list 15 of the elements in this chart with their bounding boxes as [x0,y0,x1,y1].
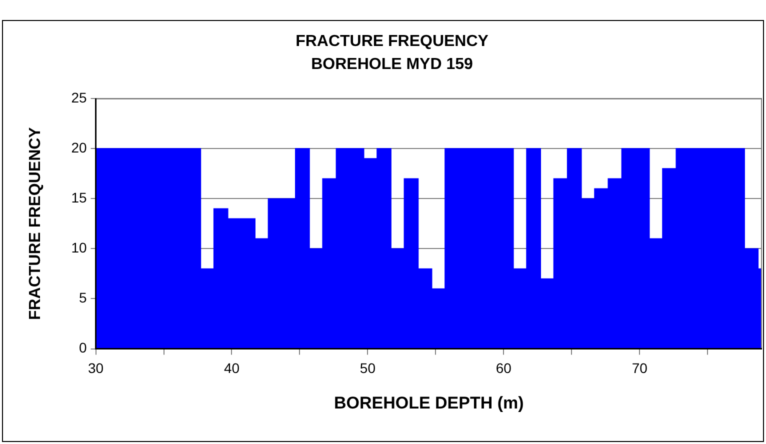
x-tick-label: 50 [360,360,376,376]
x-tick-label: 60 [496,360,512,376]
chart-subtitle: BOREHOLE MYD 159 [311,56,474,74]
x-axis-title: BOREHOLE DEPTH (m) [334,393,524,412]
y-tick-label: 15 [71,189,87,206]
y-tick-label: 0 [78,340,87,356]
x-tick-label: 30 [88,360,104,376]
x-tick-label: 70 [632,360,648,376]
x-tick-label: 40 [224,360,240,376]
y-tick-label: 10 [71,240,87,256]
y-tick-label: 25 [71,89,87,106]
y-axis-title: FRACTURE FREQUENCY [27,126,44,320]
chart-title: FRACTURE FREQUENCY [296,33,489,50]
y-tick-label: 5 [78,290,87,306]
y-tick-label: 20 [71,139,87,156]
